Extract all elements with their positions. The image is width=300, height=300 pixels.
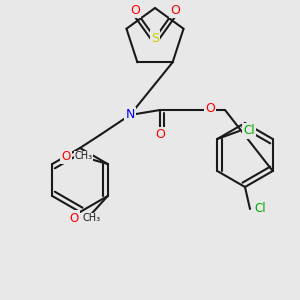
Text: S: S	[151, 32, 159, 44]
Text: O: O	[61, 149, 70, 163]
Text: O: O	[69, 212, 78, 224]
Text: O: O	[205, 103, 215, 116]
Text: CH₃: CH₃	[83, 213, 101, 223]
Text: O: O	[155, 128, 165, 142]
Text: N: N	[125, 109, 135, 122]
Text: Cl: Cl	[254, 202, 266, 215]
Text: Cl: Cl	[244, 124, 255, 137]
Text: CH₃: CH₃	[75, 151, 93, 161]
Text: O: O	[130, 4, 140, 16]
Text: O: O	[170, 4, 180, 16]
